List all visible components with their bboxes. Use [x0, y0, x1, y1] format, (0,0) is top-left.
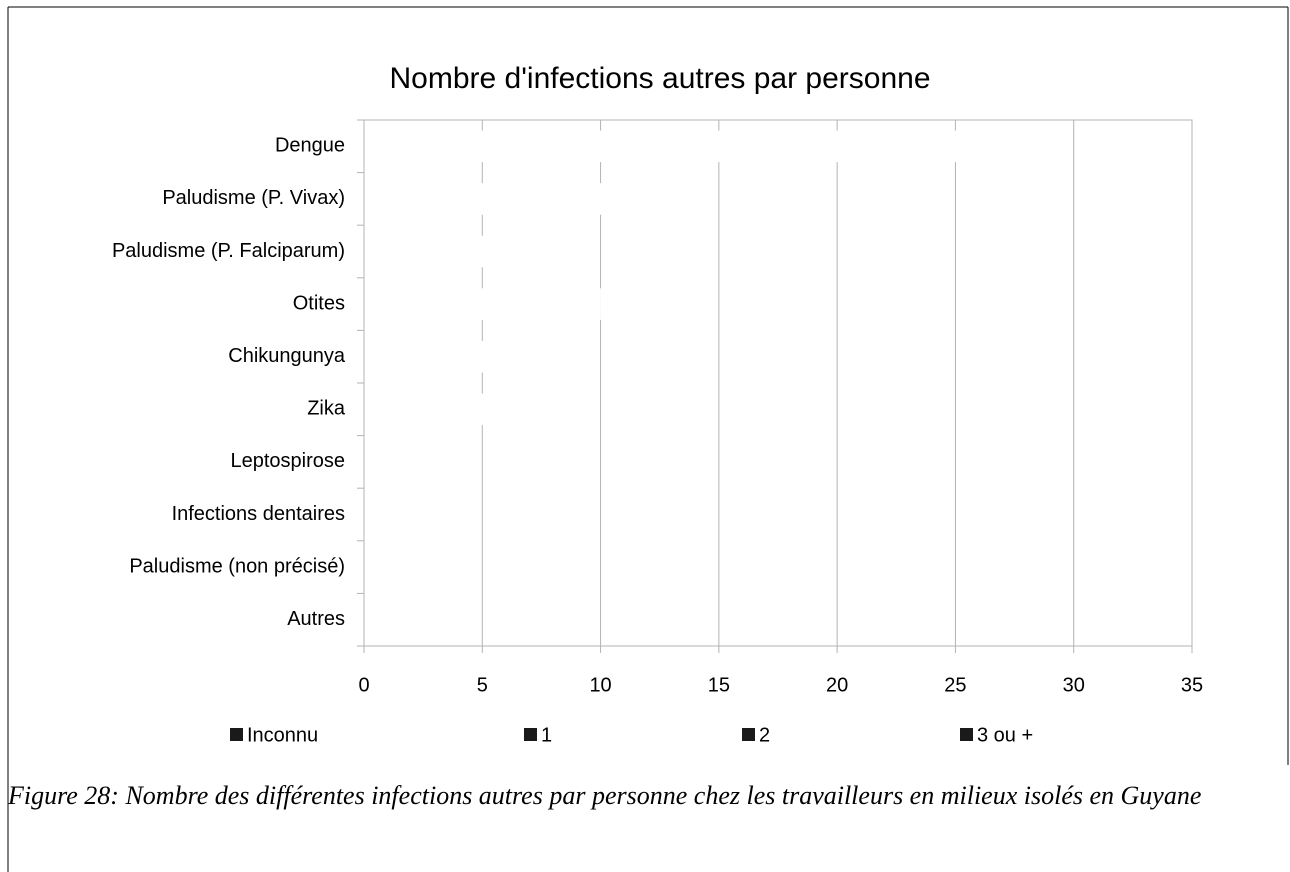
bar-segment: [387, 235, 530, 268]
bar-segment: [931, 130, 980, 163]
legend-marker: [524, 728, 537, 741]
bar-segment: [387, 183, 577, 215]
x-tick-label: 30: [1063, 674, 1085, 696]
legend-marker: [960, 728, 973, 741]
x-tick-label: 35: [1181, 674, 1203, 696]
bar-segment: [364, 130, 412, 163]
x-tick-label: 5: [477, 674, 488, 696]
bar-segment: [364, 603, 412, 636]
y-tick-label: Dengue: [275, 135, 345, 157]
bar-segment: [600, 288, 625, 320]
bar-segment: [364, 446, 435, 478]
y-tick-label: Paludisme (P. Falciparum): [112, 240, 345, 262]
bar-segment: [979, 130, 1003, 163]
x-tick-label: 15: [708, 674, 730, 696]
bar-segment: [411, 130, 932, 163]
legend-label: 1: [541, 724, 552, 746]
y-tick-label: Paludisme (non précisé): [129, 555, 345, 577]
y-tick-label: Autres: [287, 608, 345, 630]
bar-segment: [364, 498, 388, 531]
y-tick-label: Chikungunya: [228, 345, 346, 367]
bar-segment: [387, 498, 412, 531]
bar-segment: [364, 393, 506, 426]
legend-label: 3 ou +: [977, 724, 1033, 746]
bar-segment: [364, 340, 506, 373]
legend-label: Inconnu: [247, 724, 318, 746]
bar-segment: [364, 288, 388, 320]
bar-segment: [529, 235, 554, 268]
x-tick-label: 25: [944, 674, 966, 696]
x-tick-label: 20: [826, 674, 848, 696]
caption: Figure 28: Nombre des différentes infect…: [8, 781, 1202, 810]
bar-segment: [364, 235, 388, 268]
x-tick-label: 0: [358, 674, 369, 696]
x-tick-label: 10: [589, 674, 611, 696]
legend-label: 2: [759, 724, 770, 746]
y-tick-label: Leptospirose: [230, 450, 345, 472]
bar-segment: [364, 551, 412, 583]
chart-title: Nombre d'infections autres par personne: [389, 62, 930, 95]
legend-marker: [230, 728, 243, 741]
y-tick-label: Otites: [293, 292, 345, 314]
bar-segment: [553, 288, 601, 320]
y-tick-label: Paludisme (P. Vivax): [162, 187, 345, 209]
legend-marker: [742, 728, 755, 741]
bar-segment: [576, 183, 625, 215]
bar-segment: [364, 183, 388, 215]
bar-segment: [387, 288, 554, 320]
y-tick-label: Infections dentaires: [172, 503, 345, 525]
y-tick-label: Zika: [307, 398, 346, 420]
bar-segment: [624, 183, 648, 215]
